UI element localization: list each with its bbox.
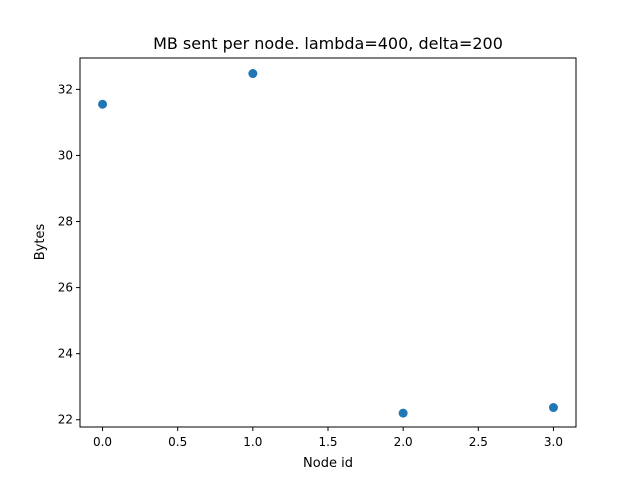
x-axis-label: Node id xyxy=(303,456,353,471)
data-point xyxy=(248,69,258,79)
x-tick-label: 1.5 xyxy=(318,435,337,449)
data-point xyxy=(98,99,108,109)
x-tick-label: 0.5 xyxy=(168,435,187,449)
x-tick-label: 2.0 xyxy=(394,435,413,449)
x-tick-label: 1.0 xyxy=(243,435,262,449)
x-tick-label: 3.0 xyxy=(544,435,563,449)
data-points xyxy=(98,69,558,418)
x-tick-label: 0.0 xyxy=(93,435,112,449)
data-point xyxy=(548,403,558,413)
data-point xyxy=(398,408,408,418)
y-axis: 22 24 26 28 30 32 xyxy=(58,82,80,427)
y-tick-label: 32 xyxy=(58,82,73,96)
y-axis-label: Bytes xyxy=(33,224,48,261)
y-tick-label: 24 xyxy=(58,347,73,361)
y-tick-label: 22 xyxy=(58,413,73,427)
y-tick-label: 28 xyxy=(58,215,73,229)
y-tick-label: 30 xyxy=(58,148,73,162)
chart-title: MB sent per node. lambda=400, delta=200 xyxy=(153,34,503,53)
x-tick-label: 2.5 xyxy=(469,435,488,449)
x-axis: 0.0 0.5 1.0 1.5 2.0 2.5 3.0 xyxy=(93,427,563,449)
plot-area-frame xyxy=(79,57,577,428)
y-tick-label: 26 xyxy=(58,281,73,295)
